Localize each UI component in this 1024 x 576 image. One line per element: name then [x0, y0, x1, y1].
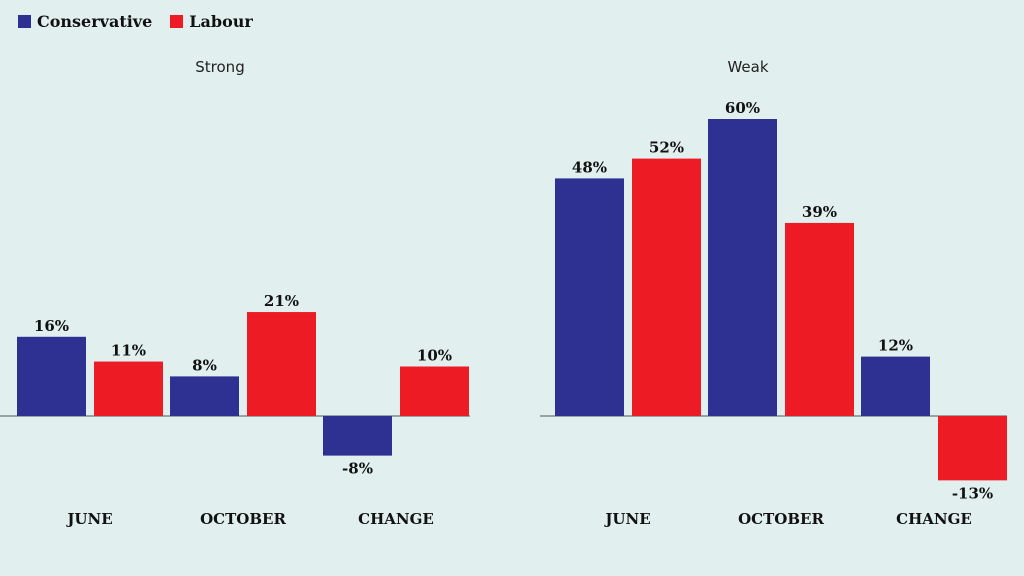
data-label-strong-june-conservative: 16%: [34, 317, 69, 335]
category-label-strong-change: CHANGE: [358, 510, 434, 528]
category-label-strong-june: JUNE: [65, 510, 112, 528]
bar-weak-change-labour: [938, 416, 1007, 481]
category-label-weak-june: JUNE: [603, 510, 650, 528]
bar-weak-october-conservative: [708, 119, 777, 416]
bar-strong-change-conservative: [323, 416, 392, 456]
data-label-weak-june-labour: 52%: [649, 139, 684, 157]
bar-weak-change-conservative: [861, 356, 930, 416]
data-label-weak-october-conservative: 60%: [725, 99, 760, 117]
legend-item-conservative: Conservative: [18, 12, 152, 31]
category-label-weak-change: CHANGE: [896, 510, 972, 528]
data-label-strong-june-labour: 11%: [111, 342, 146, 360]
panel-title-strong: Strong: [195, 58, 244, 76]
data-label-weak-october-labour: 39%: [802, 203, 837, 221]
legend-swatch-conservative: [18, 15, 31, 28]
data-label-strong-change-conservative: -8%: [342, 460, 373, 478]
legend-label-conservative: Conservative: [37, 12, 153, 31]
data-label-weak-june-conservative: 48%: [572, 158, 607, 176]
legend-swatch-labour: [170, 15, 184, 28]
bar-strong-october-labour: [247, 312, 316, 416]
bar-weak-june-conservative: [555, 178, 624, 416]
bar-strong-june-labour: [94, 361, 163, 416]
bar-strong-june-conservative: [17, 336, 86, 416]
bar-weak-june-labour: [632, 158, 701, 416]
data-label-strong-october-labour: 21%: [264, 292, 299, 310]
legend-item-labour: Labour: [170, 12, 253, 31]
bar-strong-october-conservative: [170, 376, 239, 416]
legend-label-labour: Labour: [189, 12, 253, 31]
bar-strong-change-labour: [400, 366, 469, 416]
data-label-weak-change-conservative: 12%: [878, 337, 913, 355]
category-label-weak-october: OCTOBER: [738, 510, 824, 528]
category-label-strong-october: OCTOBER: [200, 510, 286, 528]
data-label-strong-october-conservative: 8%: [192, 356, 217, 374]
bar-weak-october-labour: [785, 222, 854, 416]
legend: Conservative Labour: [18, 12, 263, 31]
data-label-strong-change-labour: 10%: [417, 347, 452, 365]
panel-title-weak: Weak: [727, 58, 768, 76]
data-label-weak-change-labour: -13%: [952, 484, 993, 502]
